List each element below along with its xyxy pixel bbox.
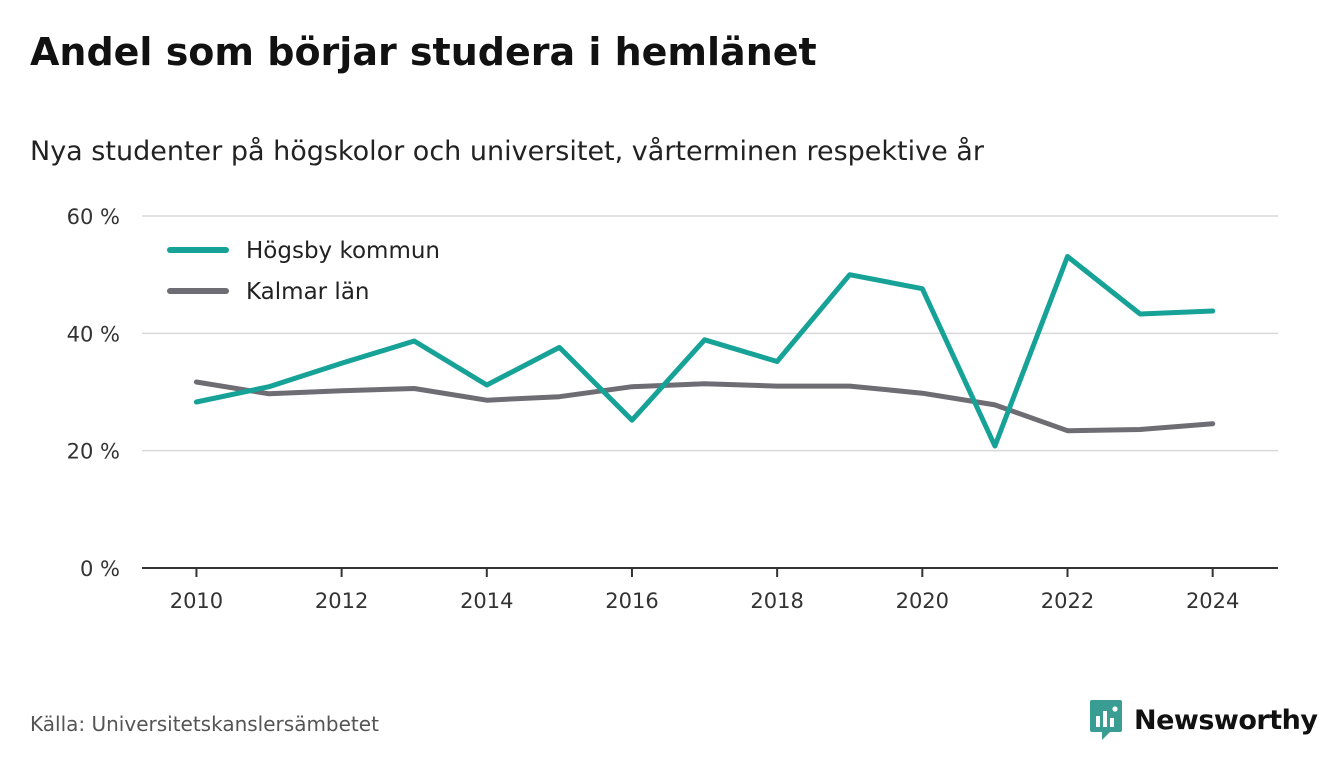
y-tick-label: 20 % [67,440,120,464]
legend: Högsby kommun Kalmar län [167,238,440,305]
x-tick-label: 2020 [896,589,949,613]
y-tick-label: 60 % [67,205,120,229]
series-line-hogsby-kommun [193,254,1216,449]
y-tick-label: 40 % [67,322,120,346]
brand-logo: Newsworthy [1088,698,1318,742]
x-tick-label: 2018 [750,589,803,613]
line-chart: 0 % 20 % 40 % 60 % 2010 2012 2014 2016 2018 2020 2… [67,205,1278,613]
source-note: Källa: Universitetskanslersämbetet [30,712,379,736]
x-tick-label: 2010 [170,589,223,613]
gridlines [142,215,1278,452]
legend-label: Kalmar län [246,279,370,305]
x-tick-label: 2016 [605,589,658,613]
series-lines [193,254,1216,449]
axes: 0 % 20 % 40 % 60 % 2010 2012 2014 2016 2018 2020 2… [67,205,1278,613]
chart-subtitle: Nya studenter på högskolor och universit… [30,136,984,167]
chart-title: Andel som börjar studera i hemlänet [30,30,817,74]
newsworthy-logo-icon [1090,700,1122,740]
y-tick-label: 0 % [80,557,120,581]
x-tick-label: 2024 [1186,589,1239,613]
x-tick-label: 2022 [1041,589,1094,613]
legend-label: Högsby kommun [246,238,440,264]
x-tick-label: 2014 [460,589,513,613]
x-tick-label: 2012 [315,589,368,613]
brand-name: Newsworthy [1134,704,1318,736]
series-line-kalmar-lan [193,379,1216,434]
